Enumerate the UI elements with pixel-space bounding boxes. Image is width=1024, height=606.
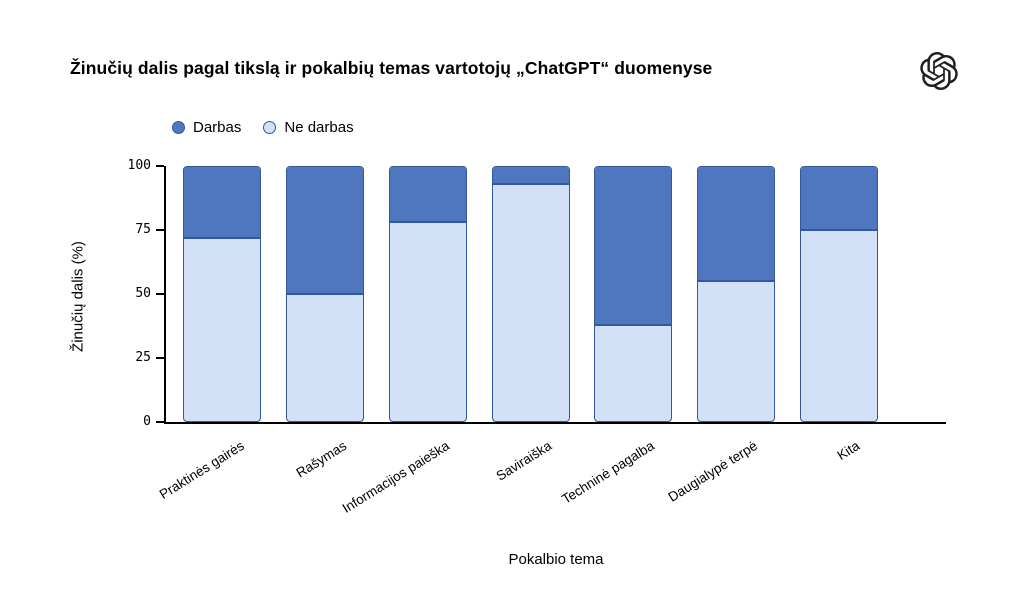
openai-logo-icon [920,52,958,90]
bar-2-segment-darbas [287,167,364,295]
x-axis-title: Pokalbio tema [508,551,604,568]
y-axis-title: Žinučių dalis (%) [69,241,87,352]
bar-6 [696,166,775,422]
bar-5 [594,166,673,422]
bar-6-segment-darbas [697,167,774,283]
y-tick-mark-100 [156,165,164,167]
x-tick-label-6: Daugialypė terpė [665,438,760,505]
y-tick-label-100: 100 [127,158,151,173]
bar-1-segment-darbas [184,167,261,239]
legend-label-ne-darbas: Ne darbas [284,119,354,136]
bar-3 [388,166,467,422]
x-tick-label-3: Informacijos paieška [339,438,452,516]
y-tick-label-50: 50 [135,286,151,301]
bar-4 [491,166,570,422]
x-tick-label-4: Saviraiška [493,438,555,484]
y-tick-label-0: 0 [143,414,151,429]
bar-7-segment-darbas [800,167,877,231]
legend: Darbas Ne darbas [172,119,354,136]
y-tick-label-25: 25 [135,350,151,365]
bar-1 [183,166,262,422]
legend-swatch-ne-darbas-icon [263,121,277,134]
legend-label-darbas: Darbas [193,119,242,136]
legend-item-darbas: Darbas [172,119,241,136]
y-tick-mark-25 [156,357,164,359]
chart-title: Žinučių dalis pagal tikslą ir pokalbių t… [70,58,713,78]
x-tick-label-7: Kita [834,438,863,464]
x-axis-spine [164,422,946,424]
bar-7 [799,166,878,422]
bar-3-segment-darbas [389,167,466,224]
y-tick-mark-0 [156,421,164,423]
legend-item-ne-darbas: Ne darbas [263,119,354,136]
bar-2 [286,166,365,422]
x-tick-label-1: Praktinės gairės [156,438,247,503]
x-tick-label-5: Techninė pagalba [559,438,658,507]
bar-4-segment-darbas [492,167,569,185]
x-tick-label-2: Rašymas [293,438,350,481]
y-tick-mark-50 [156,293,164,295]
y-axis-spine [164,166,166,424]
bar-5-segment-darbas [595,167,672,326]
y-tick-mark-75 [156,229,164,231]
legend-swatch-darbas-icon [172,121,185,134]
y-tick-label-75: 75 [135,222,151,237]
